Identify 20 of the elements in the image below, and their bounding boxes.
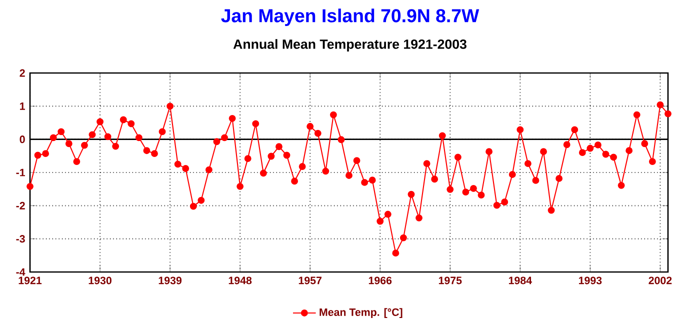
legend-label: Mean Temp. [°C]	[320, 308, 402, 318]
chart-subtitle: Annual Mean Temperature 1921-2003	[233, 39, 466, 52]
y-tick-label: 2	[20, 69, 25, 77]
x-tick-label: 1930	[88, 276, 112, 284]
y-tick-label: -4	[16, 268, 26, 276]
y-tick-label: 0	[20, 136, 25, 144]
x-tick-label: 1966	[368, 276, 392, 284]
x-tick-label: 1939	[158, 276, 182, 284]
x-tick-label: 1921	[18, 276, 42, 284]
y-tick-label: -2	[16, 202, 25, 210]
y-tick-label: -3	[16, 235, 25, 243]
x-tick-label: 1993	[578, 276, 602, 284]
x-tick-label: 1984	[508, 276, 532, 284]
x-tick-label: 2002	[648, 276, 672, 284]
chart-title: Jan Mayen Island 70.9N 8.7W	[221, 8, 480, 26]
y-tick-label: -1	[16, 168, 25, 176]
y-tick-label: 1	[20, 102, 25, 110]
x-tick-label: 1975	[438, 276, 462, 284]
x-tick-label: 1948	[228, 276, 252, 284]
x-tick-label: 1957	[298, 276, 322, 284]
